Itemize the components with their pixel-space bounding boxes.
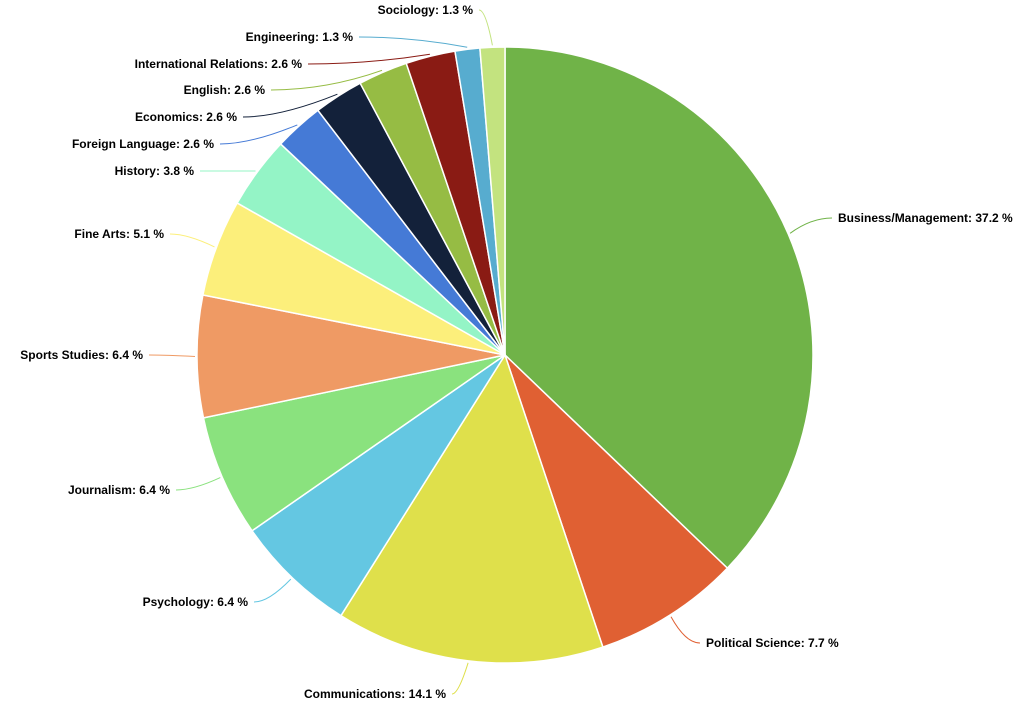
slice-sports-studies[interactable] [196, 294, 506, 419]
slice-label-sports-studies: Sports Studies: 6.4 % [20, 348, 143, 362]
slice-label-psychology: Psychology: 6.4 % [143, 595, 249, 609]
leader-lines [148, 9, 833, 695]
leader-line-international-relations [307, 53, 430, 65]
leader-line-economics [242, 93, 338, 118]
slice-communications[interactable] [339, 353, 604, 664]
leader-line-fine-arts [169, 233, 215, 248]
slice-label-journalism: Journalism: 6.4 % [68, 483, 170, 497]
slice-label-economics: Economics: 2.6 % [135, 110, 237, 124]
leader-line-sports-studies [148, 354, 196, 357]
slice-political-science[interactable] [504, 354, 729, 648]
slice-psychology[interactable] [251, 354, 506, 617]
slice-label-sociology: Sociology: 1.3 % [378, 3, 474, 17]
slice-label-international-relations: International Relations: 2.6 % [135, 57, 303, 71]
slice-label-political-science: Political Science: 7.7 % [706, 636, 839, 650]
slice-label-engineering: Engineering: 1.3 % [246, 30, 354, 44]
leader-line-sociology [478, 9, 493, 46]
leader-line-foreign-language [219, 124, 298, 145]
leader-line-business-management [789, 217, 833, 234]
leader-line-journalism [175, 477, 221, 491]
slice-sociology[interactable] [479, 46, 506, 356]
slice-journalism[interactable] [202, 354, 506, 532]
slice-label-communications: Communications: 14.1 % [304, 687, 446, 701]
slice-label-foreign-language: Foreign Language: 2.6 % [72, 137, 214, 151]
leader-line-political-science [670, 616, 701, 644]
slice-label-history: History: 3.8 % [115, 164, 195, 178]
leader-line-communications [451, 662, 469, 695]
leader-line-engineering [358, 36, 468, 48]
leader-line-english [270, 69, 383, 91]
slice-label-english: English: 2.6 % [184, 83, 266, 97]
slice-label-fine-arts: Fine Arts: 5.1 % [74, 227, 164, 241]
slice-business-management[interactable] [504, 46, 814, 570]
pie-slices [196, 46, 814, 664]
slice-labels: Business/Management: 37.2 % Political Sci… [20, 3, 1013, 701]
slice-label-business-management: Business/Management: 37.2 % [838, 211, 1013, 225]
leader-line-psychology [253, 578, 292, 603]
